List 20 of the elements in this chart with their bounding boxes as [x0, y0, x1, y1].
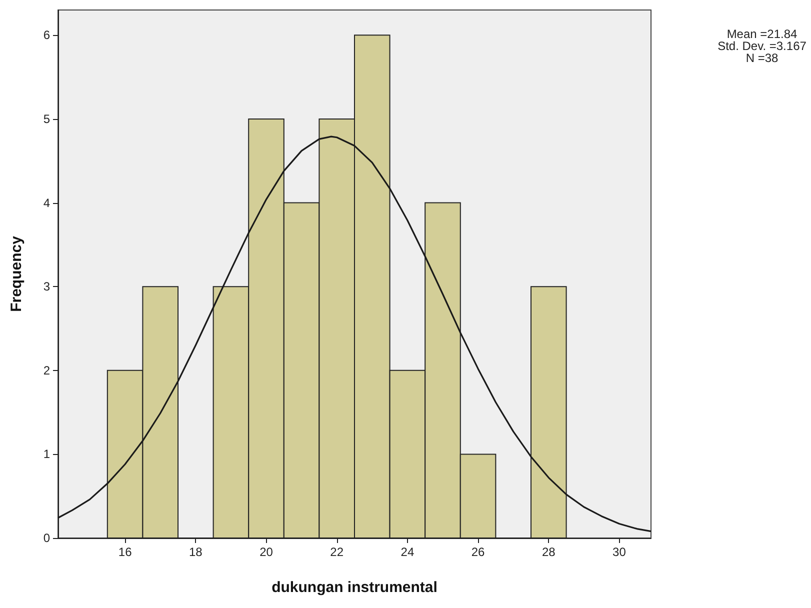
- y-tick-label: 2: [43, 363, 50, 378]
- y-tick-label: 0: [43, 531, 50, 545]
- x-tick-label: 28: [542, 545, 556, 559]
- text: Std. Dev. =3.167: [718, 39, 807, 53]
- x-tick-label: 20: [260, 545, 274, 559]
- y-axis-title: Frequency: [8, 235, 25, 312]
- x-tick-label: 22: [330, 545, 344, 559]
- y-tick-label: 3: [43, 280, 50, 294]
- x-tick-label: 26: [471, 545, 486, 559]
- x-tick-label: 24: [400, 545, 414, 559]
- x-tick-label: 16: [118, 545, 132, 559]
- x-tick-label: 30: [612, 545, 626, 559]
- y-tick-label: 6: [43, 28, 50, 42]
- x-axis-title: dukungan instrumental: [272, 579, 438, 596]
- y-tick-label: 4: [43, 196, 50, 210]
- text: Mean =21.84: [726, 27, 798, 41]
- y-tick-label: 5: [43, 112, 50, 126]
- text: N =38: [746, 51, 778, 65]
- y-tick-label: 1: [43, 447, 50, 462]
- x-tick-label: 18: [188, 545, 203, 559]
